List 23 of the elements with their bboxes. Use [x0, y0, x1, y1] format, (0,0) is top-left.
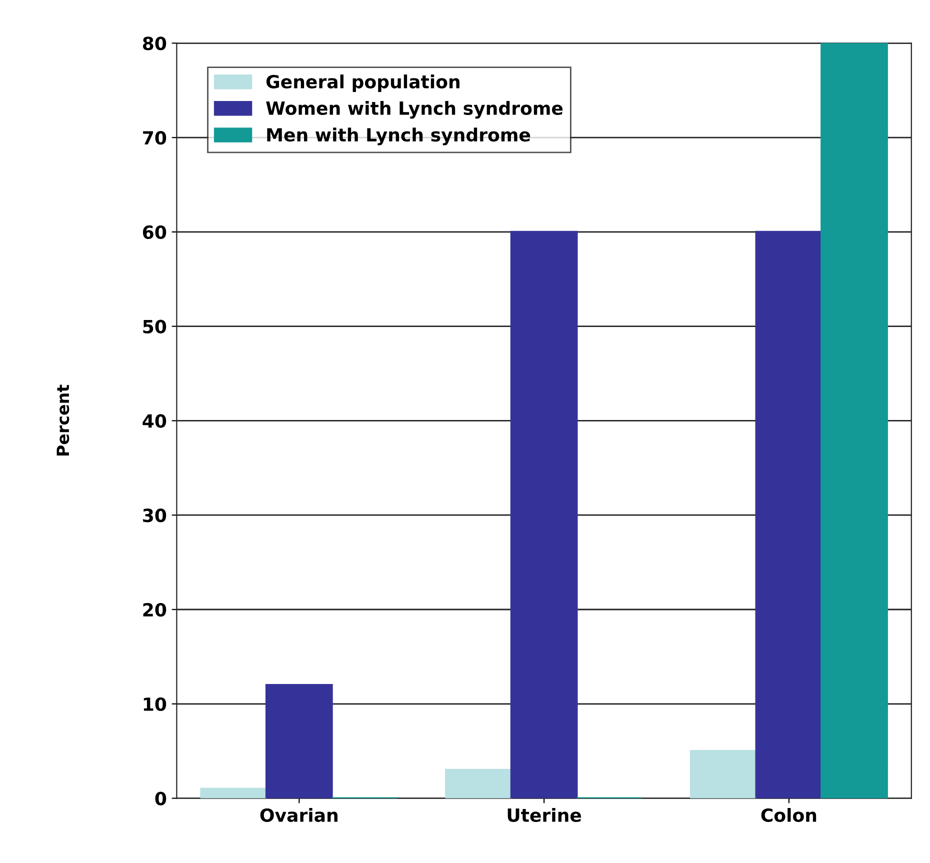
y-tick-label: 30 — [143, 508, 166, 522]
y-tick-label: 80 — [142, 36, 166, 50]
bar — [200, 788, 268, 798]
x-tick-label: Ovarian — [260, 808, 338, 822]
y-tick-label: 20 — [143, 602, 166, 617]
legend-label: Men with Lynch syndrome — [267, 128, 530, 146]
y-tick-label: 10 — [144, 697, 166, 711]
x-tick-label: Colon — [761, 808, 816, 822]
y-axis-title: Percent — [56, 384, 70, 456]
bar — [265, 684, 333, 798]
bar — [755, 230, 823, 798]
bar — [690, 750, 758, 798]
x-tick-label: Uterine — [508, 808, 582, 822]
legend-label: General population — [266, 74, 460, 92]
y-tick-label: 0 — [155, 792, 166, 806]
y-tick-label: 50 — [143, 320, 166, 334]
y-tick-label: 60 — [142, 225, 166, 240]
legend-label: Women with Lynch syndrome — [266, 101, 563, 119]
y-tick-label: 70 — [143, 131, 166, 145]
bar — [445, 768, 512, 798]
bar — [820, 43, 888, 798]
y-tick-label: 40 — [142, 414, 166, 428]
bar — [510, 230, 578, 798]
